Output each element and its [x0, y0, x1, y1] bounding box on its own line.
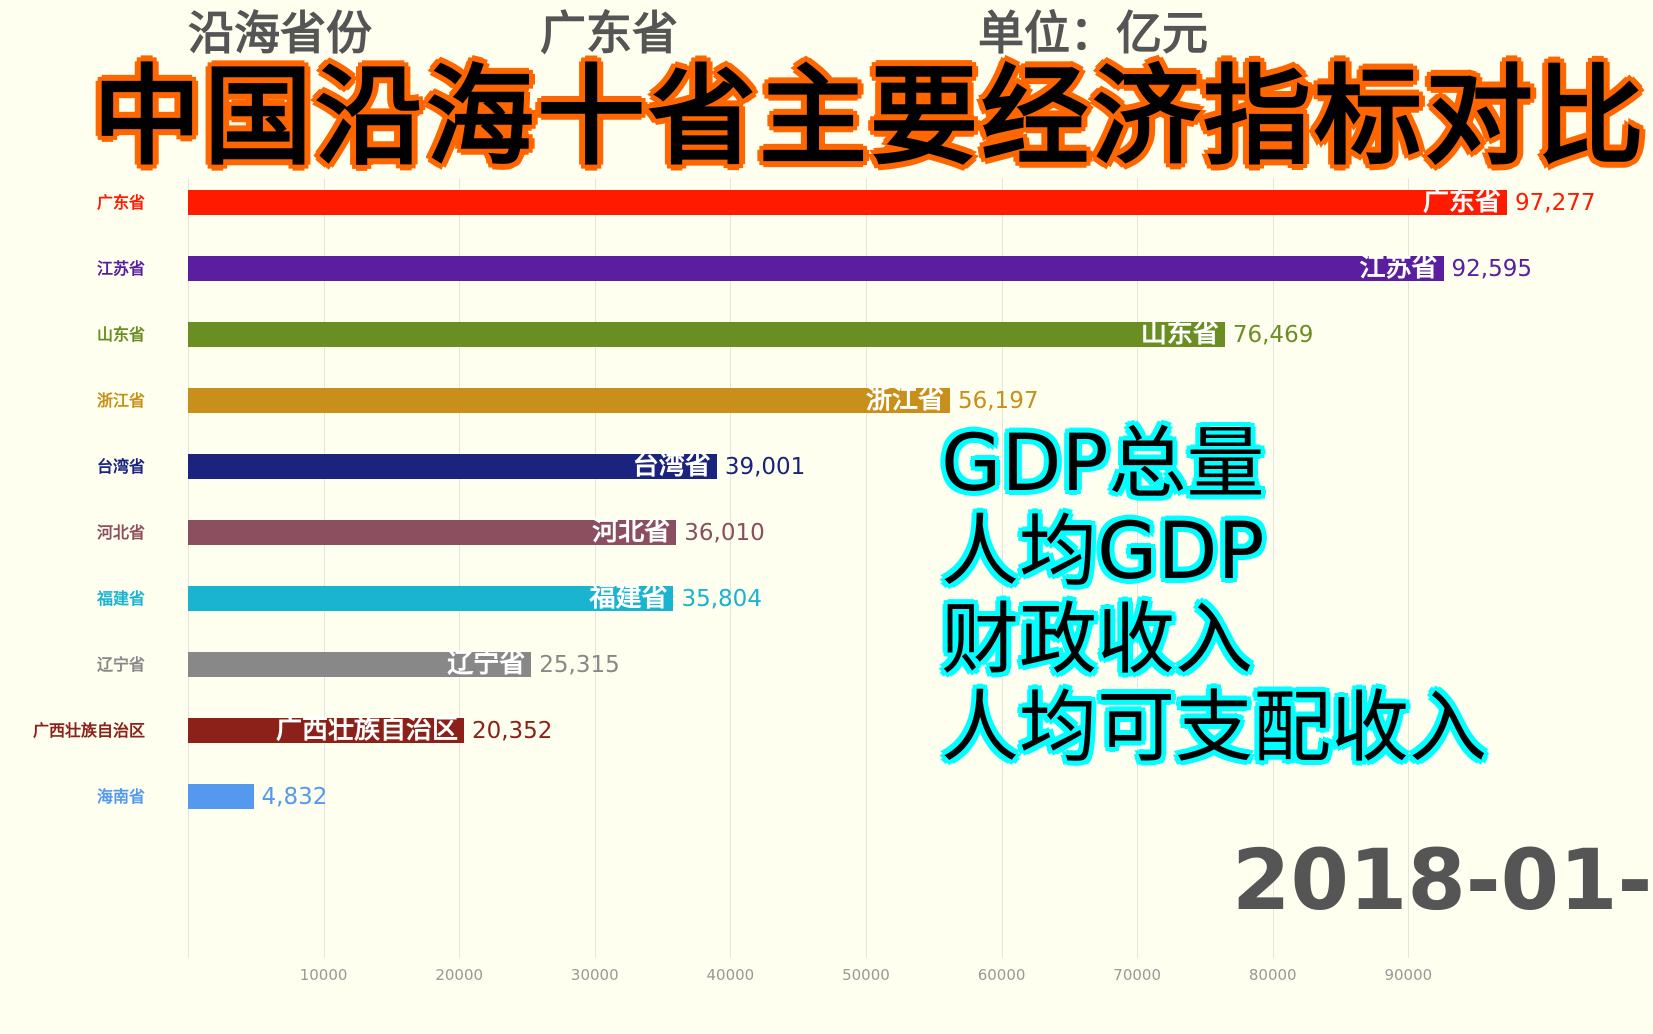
bar — [188, 454, 717, 479]
x-tick-label: 30000 — [570, 966, 619, 984]
y-category-label: 海南省 — [96, 787, 145, 806]
value-label: 4,832 — [261, 784, 328, 810]
bar — [188, 256, 1444, 281]
metric-gdp-per-capita: 人均GDP — [941, 507, 1265, 597]
gridline — [1001, 178, 1003, 958]
bar-inner-label: 广东省 — [1422, 187, 1501, 217]
value-label: 39,001 — [724, 454, 806, 480]
value-label: 25,315 — [539, 652, 620, 678]
value-label: 56,197 — [957, 388, 1039, 414]
y-category-label: 广西壮族自治区 — [32, 721, 145, 740]
y-category-label: 辽宁省 — [96, 655, 145, 674]
bar-inner-label: 福建省 — [589, 583, 668, 613]
value-label: 97,277 — [1515, 190, 1596, 216]
x-tick-label: 20000 — [435, 966, 484, 984]
metric-disposable-income: 人均可支配收入 — [941, 683, 1488, 773]
bar — [188, 652, 532, 677]
x-tick-label: 80000 — [1248, 966, 1297, 984]
bar-inner-label: 辽宁省 — [447, 649, 526, 679]
x-tick-label: 90000 — [1384, 966, 1433, 984]
y-category-label: 河北省 — [96, 523, 145, 542]
x-tick-label: 70000 — [1113, 966, 1161, 984]
gridline — [865, 178, 867, 958]
gridline — [730, 178, 732, 958]
gridline — [1272, 178, 1274, 958]
bar-inner-label: 浙江省 — [865, 385, 944, 415]
value-label: 76,469 — [1232, 322, 1314, 348]
x-tick-label: 40000 — [706, 966, 755, 984]
y-category-label: 山东省 — [96, 325, 145, 344]
current-province: 广东省 — [540, 6, 678, 60]
bar — [188, 718, 464, 743]
x-tick-label: 10000 — [299, 966, 348, 984]
date-label: 2018-01-01 — [1232, 831, 1653, 929]
bar — [188, 520, 677, 545]
x-tick-label: 60000 — [977, 966, 1026, 984]
bar — [188, 190, 1507, 215]
gridline — [1137, 178, 1139, 958]
metric-fiscal-revenue: 财政收入 — [941, 595, 1254, 685]
category-label: 沿海省份 — [188, 6, 372, 60]
y-category-label: 台湾省 — [96, 457, 145, 476]
gridline — [459, 178, 461, 958]
gridline — [1408, 178, 1410, 958]
gridline — [323, 178, 325, 958]
gridline — [594, 178, 596, 958]
unit-label: 单位：亿元 — [978, 6, 1208, 60]
x-tick-label: 50000 — [842, 966, 890, 984]
bar-inner-label: 台湾省 — [632, 451, 711, 481]
overlay-title: 中国沿海十省主要经济指标对比 — [93, 55, 1648, 180]
bar-inner-label: 河北省 — [592, 517, 671, 547]
y-category-label: 江苏省 — [96, 259, 145, 278]
y-category-label: 福建省 — [96, 589, 145, 608]
value-label: 92,595 — [1451, 256, 1532, 282]
bar-inner-label: 广西壮族自治区 — [275, 715, 458, 745]
value-label: 20,352 — [471, 718, 553, 744]
bar — [188, 322, 1225, 347]
value-label: 35,804 — [681, 586, 762, 612]
y-category-label: 浙江省 — [96, 391, 145, 410]
bar — [188, 586, 674, 611]
bar-inner-label: 江苏省 — [1359, 253, 1438, 283]
bar — [188, 784, 254, 809]
bar — [188, 388, 950, 413]
value-label: 36,010 — [684, 520, 765, 546]
metric-gdp: GDP总量 — [941, 419, 1265, 509]
y-category-label: 广东省 — [96, 193, 145, 212]
axis-line — [188, 178, 189, 958]
bar-inner-label: 山东省 — [1140, 319, 1219, 349]
